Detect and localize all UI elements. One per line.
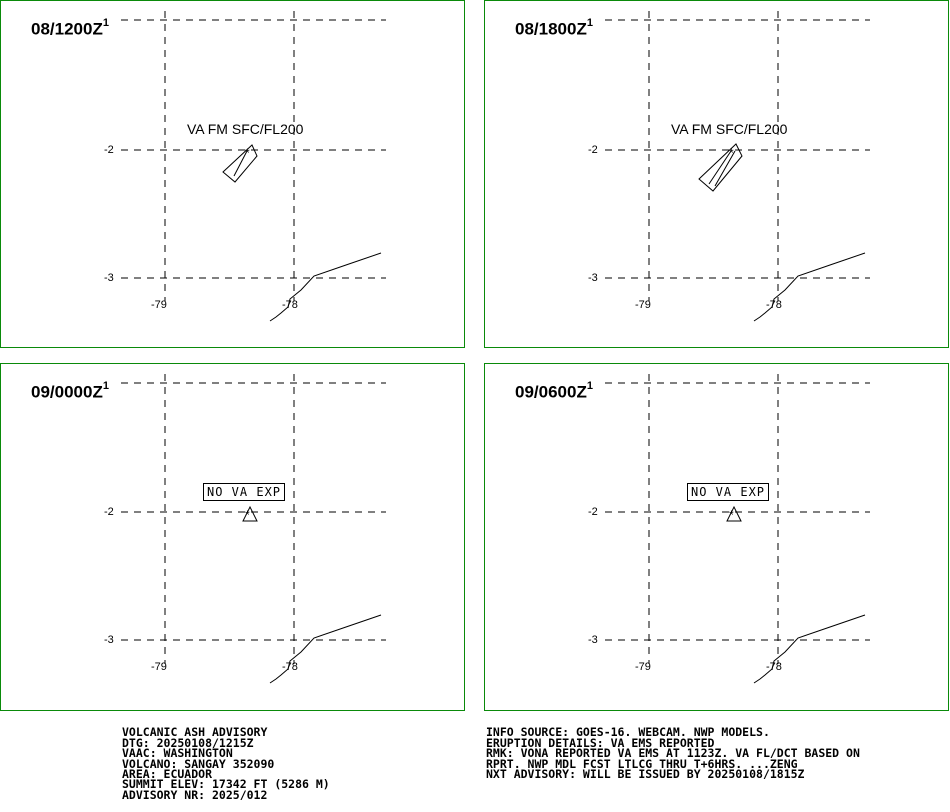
lat-label: -2	[588, 506, 598, 518]
advisory-line: RPRT. NWP MDL FCST LTLCG THRU T+6HRS. ..…	[486, 756, 798, 771]
no-va-label: NO VA EXP	[687, 483, 770, 501]
lon-label: -78	[766, 661, 782, 673]
lat-label: -2	[104, 506, 114, 518]
map-graphics: *	[121, 374, 386, 684]
forecast-panel-0900: * 09/0000Z1 NO VA EXP -2 -3 -79 -78	[0, 363, 465, 711]
ash-label: VA FM SFC/FL200	[671, 121, 788, 137]
lat-label: -2	[104, 144, 114, 156]
lon-label: -79	[151, 299, 167, 311]
advisory-line: INFO SOURCE: GOES-16. WEBCAM. NWP MODELS…	[486, 725, 770, 740]
volcano-marker: *	[245, 508, 250, 522]
lat-label: -3	[588, 272, 598, 284]
advisory-line: ERUPTION DETAILS: VA EMS REPORTED	[486, 735, 715, 750]
volcano-triangle	[726, 505, 742, 522]
advisory-details-text: INFO SOURCE: GOES-16. WEBCAM. NWP MODELS…	[486, 717, 860, 790]
lat-label: -3	[588, 634, 598, 646]
lon-label: -78	[282, 661, 298, 673]
panel-time: 09/0000Z1	[31, 380, 109, 402]
advisory-line: DTG: 20250108/1215Z	[122, 735, 254, 750]
volcano-marker: *	[729, 146, 734, 160]
lon-label: -78	[766, 299, 782, 311]
map-graphics: *	[605, 374, 870, 684]
advisory-line: NXT ADVISORY: WILL BE ISSUED BY 20250108…	[486, 767, 805, 782]
advisory-line: VAAC: WASHINGTON	[122, 746, 233, 761]
panel-time: 09/0600Z1	[515, 380, 593, 402]
advisory-line: VOLCANIC ASH ADVISORY	[122, 725, 268, 740]
map-graphics: *	[605, 11, 870, 322]
coastline	[753, 252, 866, 322]
lon-label: -79	[151, 661, 167, 673]
volcano-marker: *	[729, 508, 734, 522]
coastline	[753, 614, 866, 684]
advisory-line: SUMMIT ELEV: 17342 FT (5286 M)	[122, 777, 330, 792]
volcano-marker: *	[245, 146, 250, 160]
map-graphics: *	[121, 11, 386, 322]
advisory-line: VOLCANO: SANGAY 352090	[122, 756, 275, 771]
forecast-panel-0906: * 09/0600Z1 NO VA EXP -2 -3 -79 -78	[484, 363, 949, 711]
lon-label: -79	[635, 299, 651, 311]
lat-label: -2	[588, 144, 598, 156]
lon-label: -79	[635, 661, 651, 673]
advisory-line: RMK: VONA REPORTED VA EMS AT 1123Z. VA F…	[486, 746, 860, 761]
volcano-triangle	[242, 505, 258, 522]
advisory-line: ADVISORY NR: 2025/012	[122, 787, 268, 802]
ash-label: VA FM SFC/FL200	[187, 121, 304, 137]
lon-label: -78	[282, 299, 298, 311]
panel-time: 08/1800Z1	[515, 17, 593, 39]
advisory-line: AREA: ECUADOR	[122, 767, 213, 782]
coastline	[269, 614, 382, 684]
coastline	[269, 252, 382, 322]
no-va-label: NO VA EXP	[203, 483, 286, 501]
ash-cloud-polygon	[222, 144, 258, 183]
forecast-panel-0812: * 08/1200Z1 VA FM SFC/FL200 -2 -3 -79 -7…	[0, 0, 465, 348]
forecast-panel-0818: * 08/1800Z1 VA FM SFC/FL200 -2 -3 -79 -7…	[484, 0, 949, 348]
lat-label: -3	[104, 634, 114, 646]
ash-cloud-polygon	[698, 143, 743, 192]
lat-label: -3	[104, 272, 114, 284]
panel-time: 08/1200Z1	[31, 17, 109, 39]
advisory-header-text: VOLCANIC ASH ADVISORY DTG: 20250108/1215Z…	[122, 717, 330, 811]
